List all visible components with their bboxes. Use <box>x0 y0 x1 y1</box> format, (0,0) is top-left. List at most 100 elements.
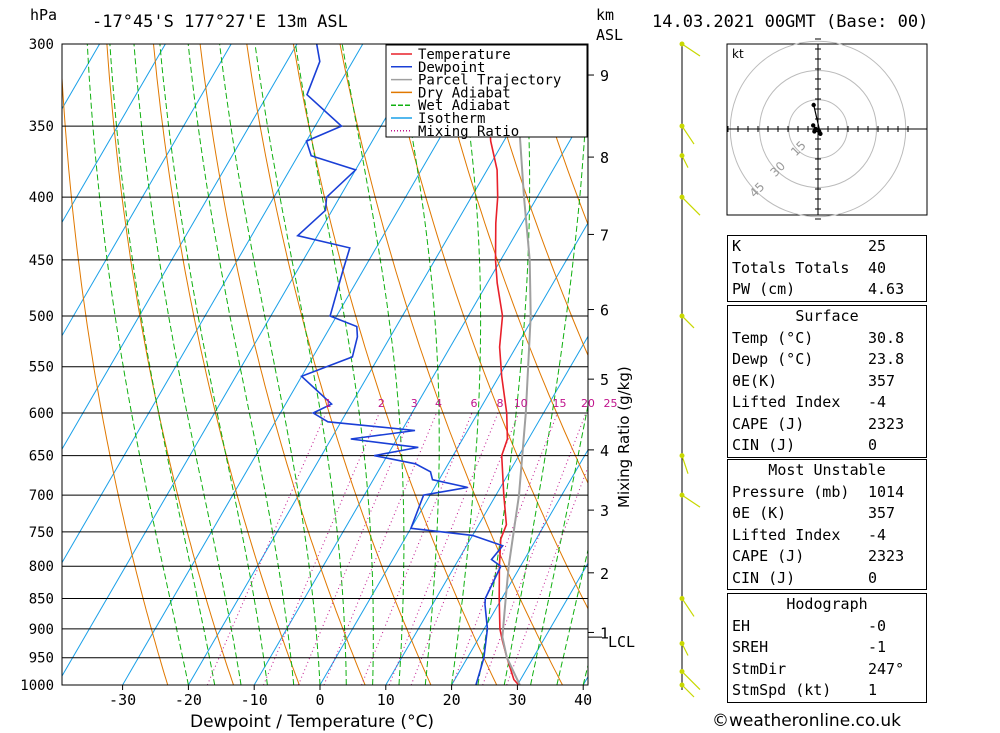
pressure-tick-label: 450 <box>29 253 54 269</box>
wind-barb <box>681 455 689 474</box>
mixing-ratio-line <box>263 412 380 685</box>
legend-label: Mixing Ratio <box>418 124 519 140</box>
temp-tick-label: 40 <box>574 691 592 709</box>
wet-adiabat-line <box>395 44 440 685</box>
wind-barbs <box>679 41 701 698</box>
temp-tick-label: -10 <box>241 691 268 709</box>
wet-adiabat-line <box>477 44 531 685</box>
hodograph-point <box>812 129 817 134</box>
legend-box <box>385 44 588 138</box>
legend-label: Parcel Trajectory <box>418 73 561 89</box>
hodograph-point <box>811 123 816 128</box>
asl-unit-label: ASL <box>596 26 624 44</box>
wet-adiabat-line <box>86 44 189 685</box>
most-unstable-table: Most Unstable Pressure (mb) 1014 θE (K) 35… <box>727 459 927 590</box>
wet-adiabat-line <box>109 44 216 685</box>
hodograph-point <box>811 102 816 108</box>
temp-tick-label: 30 <box>508 691 526 709</box>
mixing-ratio-tick-label: 3 <box>411 397 418 410</box>
sounding-series <box>296 44 532 685</box>
mixing-ratio-tick-label: 2 <box>378 397 385 410</box>
wet-adiabat-line <box>582 663 588 685</box>
wind-barb <box>681 155 689 168</box>
wet-adiabat-line <box>187 44 295 685</box>
pressure-tick-label: 650 <box>29 449 54 465</box>
mixing-ratio-line <box>410 412 520 685</box>
mixing-ratio-tick-label: 20 <box>581 397 595 410</box>
km-tick-label: 4 <box>600 442 609 460</box>
pressure-tick-label: 350 <box>29 119 54 135</box>
pressure-unit-label: hPa <box>30 6 58 24</box>
dry-adiabat-line <box>946 44 1000 685</box>
pressure-tick-label: 300 <box>29 37 54 53</box>
pressure-tick-label: 550 <box>29 360 54 376</box>
wet-adiabat-line <box>451 44 482 685</box>
isotherm-line <box>319 221 588 685</box>
isotherm-line <box>451 448 588 685</box>
wet-adiabat-line <box>133 44 242 685</box>
hodograph-point <box>818 131 823 136</box>
legend-label: Wet Adiabat <box>418 98 511 114</box>
pressure-tick-label: 750 <box>29 525 54 541</box>
dry-adiabat-line <box>199 44 366 685</box>
isotherm-line <box>62 44 166 224</box>
pressure-tick-label: 900 <box>29 622 54 638</box>
mixing-ratio-tick-label: 10 <box>514 397 528 410</box>
pressure-tick-label: 1000 <box>20 678 54 694</box>
isotherm-line <box>187 44 561 685</box>
mixing-ratio-tick-label: 4 <box>435 397 442 410</box>
datetime-title: 14.03.2021 00GMT (Base: 00) <box>652 12 929 32</box>
dry-adiabat-line <box>62 68 169 685</box>
mixing-ratio-tick-label: 6 <box>470 397 477 410</box>
y2-axis-label: Mixing Ratio (g/kg) <box>615 366 633 508</box>
mixing-ratio-tick-label: 1 <box>325 397 332 410</box>
temp-tick-label: 10 <box>377 691 395 709</box>
isotherm-line <box>62 44 364 564</box>
pressure-tick-label: 800 <box>29 559 54 575</box>
wet-adiabat-line <box>556 547 588 685</box>
axes-labels: 1 2 3 4 6 8 10 15 20 2530035040045050055060065070… <box>20 37 635 709</box>
km-tick-label: 3 <box>600 502 609 520</box>
temp-tick-label: 20 <box>443 691 461 709</box>
dry-adiabat-line <box>526 44 588 226</box>
km-unit-label: km <box>596 6 615 24</box>
wind-barb <box>681 671 701 690</box>
wind-barb <box>681 684 695 698</box>
temp-tick-label: -30 <box>109 691 136 709</box>
legend-label: Isotherm <box>418 111 485 127</box>
lcl-label: LCL <box>608 633 635 651</box>
surface-table: Surface Temp (°C) 30.8 Dewp (°C) 23.8 θE(K… <box>727 305 927 458</box>
mixing-ratio-line <box>388 412 499 685</box>
legend-label: Temperature <box>418 47 511 63</box>
dry-adiabat-line <box>993 44 1000 685</box>
mixing-ratio-tick-label: 15 <box>553 397 567 410</box>
wind-barb <box>681 643 689 656</box>
legend-label: Dry Adiabat <box>418 85 511 101</box>
hodograph-table: Hodograph EH -0 SREH -1 StmDir 247° StmSpd … <box>727 593 927 703</box>
pressure-tick-label: 600 <box>29 406 54 422</box>
isotherm-line <box>253 108 588 685</box>
pressure-tick-label: 500 <box>29 309 54 325</box>
isotherm-line <box>62 44 232 337</box>
credit-link[interactable]: ©weatheronline.co.uk <box>712 711 902 731</box>
pressure-tick-label: 950 <box>29 651 54 667</box>
km-tick-label: 2 <box>600 565 609 583</box>
pressure-tick-label: 400 <box>29 190 54 206</box>
isotherm-line <box>62 44 430 678</box>
series-line-temperature <box>477 44 520 685</box>
isotherm-line <box>385 335 588 685</box>
km-tick-label: 9 <box>600 67 609 85</box>
dry-adiabat-line <box>432 44 588 485</box>
isotherm-line <box>516 562 588 685</box>
wind-barb <box>681 315 695 329</box>
temp-tick-label: 0 <box>315 691 324 709</box>
wind-barb <box>681 43 701 57</box>
series-line-parcel-trajectory <box>501 44 532 685</box>
km-tick-label: 5 <box>600 371 609 389</box>
wet-adiabat-line <box>159 44 268 685</box>
pressure-tick-label: 850 <box>29 591 54 607</box>
wet-adiabat-line <box>503 44 588 685</box>
x-axis-label: Dewpoint / Temperature (°C) <box>190 712 434 732</box>
